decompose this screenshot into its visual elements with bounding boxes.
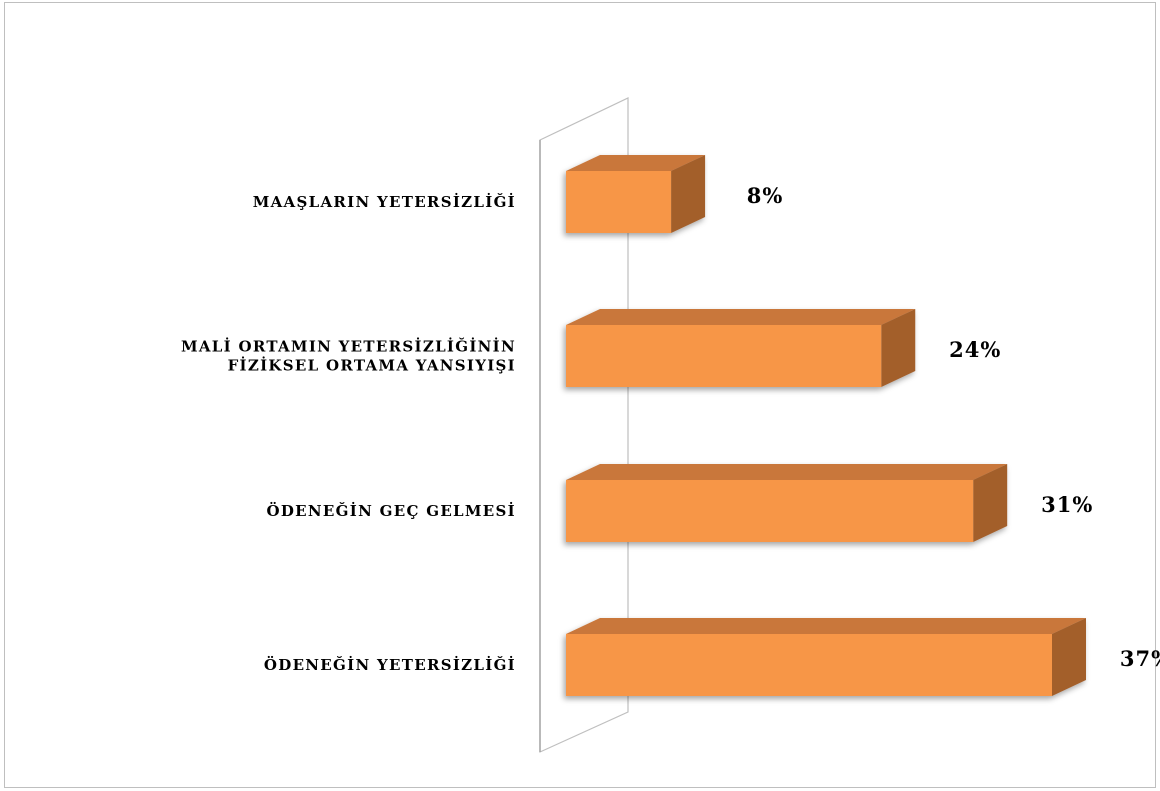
category-label: ÖDENEĞİN YETERSİZLİĞİ	[264, 655, 516, 674]
bar-top-face	[566, 155, 706, 171]
data-label: 31%	[1041, 492, 1093, 517]
category-label: MAAŞLARIN YETERSİZLİĞİ	[253, 192, 516, 211]
bar-top-face	[566, 618, 1086, 634]
bar-side-face	[881, 309, 916, 387]
bar-side-face	[1052, 618, 1086, 696]
bar-front-face	[566, 634, 1052, 696]
bar-front-face	[566, 325, 882, 387]
data-label: 8%	[747, 183, 784, 208]
bar-top-face	[566, 464, 1008, 480]
category-label: FİZİKSEL ORTAMA YANSIYIŞI	[228, 356, 516, 375]
category-label: MALİ ORTAMIN YETERSİZLİĞİNİN	[181, 337, 516, 356]
bar-top-face	[566, 309, 916, 325]
category-label: ÖDENEĞİN GEÇ GELMESİ	[267, 501, 517, 520]
bar-4	[566, 618, 1086, 696]
bar-side-face	[973, 464, 1008, 542]
data-label: 37%	[1120, 646, 1160, 671]
bar-front-face	[566, 480, 974, 542]
bar-side-face	[671, 155, 706, 233]
data-label: 24%	[949, 337, 1001, 362]
bar-1	[566, 155, 706, 233]
bar-3	[566, 464, 1008, 542]
bar-2	[566, 309, 916, 387]
bar-front-face	[566, 171, 672, 233]
